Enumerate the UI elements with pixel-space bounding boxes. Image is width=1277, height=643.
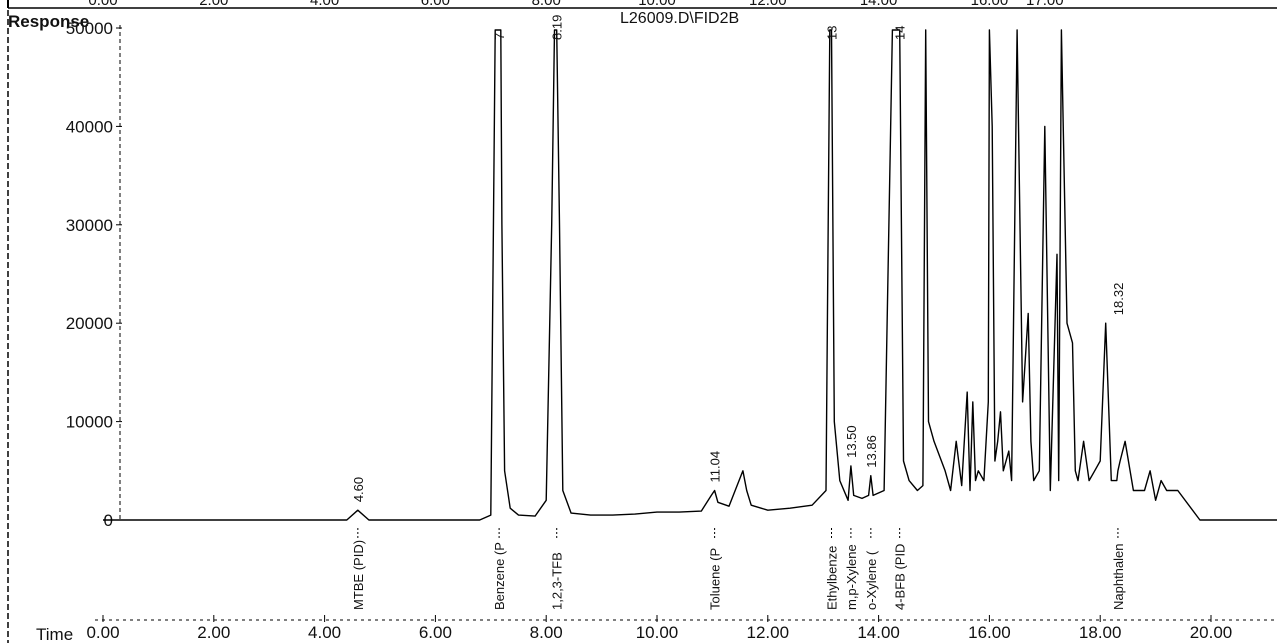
top-time-label: 0.00 (88, 0, 117, 9)
x-tick-label: 12.00 (747, 623, 790, 642)
x-axis-title: Time (36, 625, 73, 643)
top-time-label: 17.00 (1026, 0, 1064, 9)
compound-label: m,p-Xylene (844, 544, 859, 610)
compound-label: Ethylbenze (825, 546, 840, 610)
peak-time-label: 4.60 (351, 477, 366, 502)
top-time-label: 16.00 (971, 0, 1009, 9)
top-time-label: 10.00 (638, 0, 676, 9)
peak-time-label: 8.19 (550, 15, 565, 40)
y-tick-label: 50000 (66, 19, 113, 38)
x-tick-label: 18.00 (1079, 623, 1122, 642)
y-tick-label: 20000 (66, 314, 113, 333)
y-tick-label: 30000 (66, 216, 113, 235)
x-tick-label: 10.00 (636, 623, 679, 642)
compound-label: Naphthalen (1111, 544, 1126, 611)
x-tick-label: 6.00 (419, 623, 452, 642)
top-time-labels: 0.00 2.00 4.00 6.00 8.00 10.00 12.00 14.00 16.00… (88, 0, 1063, 9)
top-time-label: 2.00 (199, 0, 228, 9)
y-axis: 0100002000030000400005000060000700008000… (66, 19, 122, 530)
top-time-label: 12.00 (749, 0, 787, 9)
y-tick-label: 40000 (66, 117, 113, 136)
x-tick-label: 14.00 (857, 623, 900, 642)
compound-labels: MTBE (PID) Benzene (P 1,2,3-TFB Toluene (P E… (351, 528, 1126, 610)
peak-time-label: 13.50 (844, 425, 859, 458)
trace-group (103, 29, 1277, 521)
peak-labels: 4.60 7 8.19 11.04 13 13.50 13.86 14 18.32 (351, 15, 1126, 502)
compound-label: Toluene (P (708, 548, 723, 610)
chart-title: L26009.D\FID2B (620, 10, 739, 27)
y-axis-title: Response (8, 12, 89, 31)
top-time-label: 14.00 (860, 0, 898, 9)
peak-time-label-18-32: 18.32 (1111, 283, 1126, 316)
compound-label: Benzene (P (492, 542, 507, 610)
peak-time-label: 14 (893, 26, 908, 40)
peak-time-label: 11.04 (708, 451, 723, 483)
compound-label: MTBE (PID) (351, 540, 366, 610)
signal-trace-line (103, 29, 1277, 521)
x-tick-label: 8.00 (530, 623, 563, 642)
top-time-label: 4.00 (310, 0, 339, 9)
y-tick-label: 10000 (66, 413, 113, 432)
x-tick-label: 16.00 (968, 623, 1011, 642)
peak-time-label: 7 (492, 33, 507, 40)
x-tick-label: 20.00 (1190, 623, 1233, 642)
top-time-label: 8.00 (532, 0, 561, 9)
compound-label: o-Xylene ( (864, 550, 879, 610)
x-tick-label: 4.00 (308, 623, 341, 642)
x-axis: 0.00 2.00 4.00 6.00 8.00 10.00 12.00 14.00 16.00… (86, 615, 1277, 642)
x-tick-label: 0.00 (86, 623, 119, 642)
top-time-strip (7, 0, 1277, 9)
peak-time-label: 13.86 (864, 435, 879, 468)
compound-label: 4-BFB (PID (893, 544, 908, 610)
compound-label: 1,2,3-TFB (550, 552, 565, 610)
x-tick-label: 2.00 (197, 623, 230, 642)
top-time-label: 6.00 (421, 0, 450, 9)
peak-time-label: 13 (825, 26, 840, 40)
